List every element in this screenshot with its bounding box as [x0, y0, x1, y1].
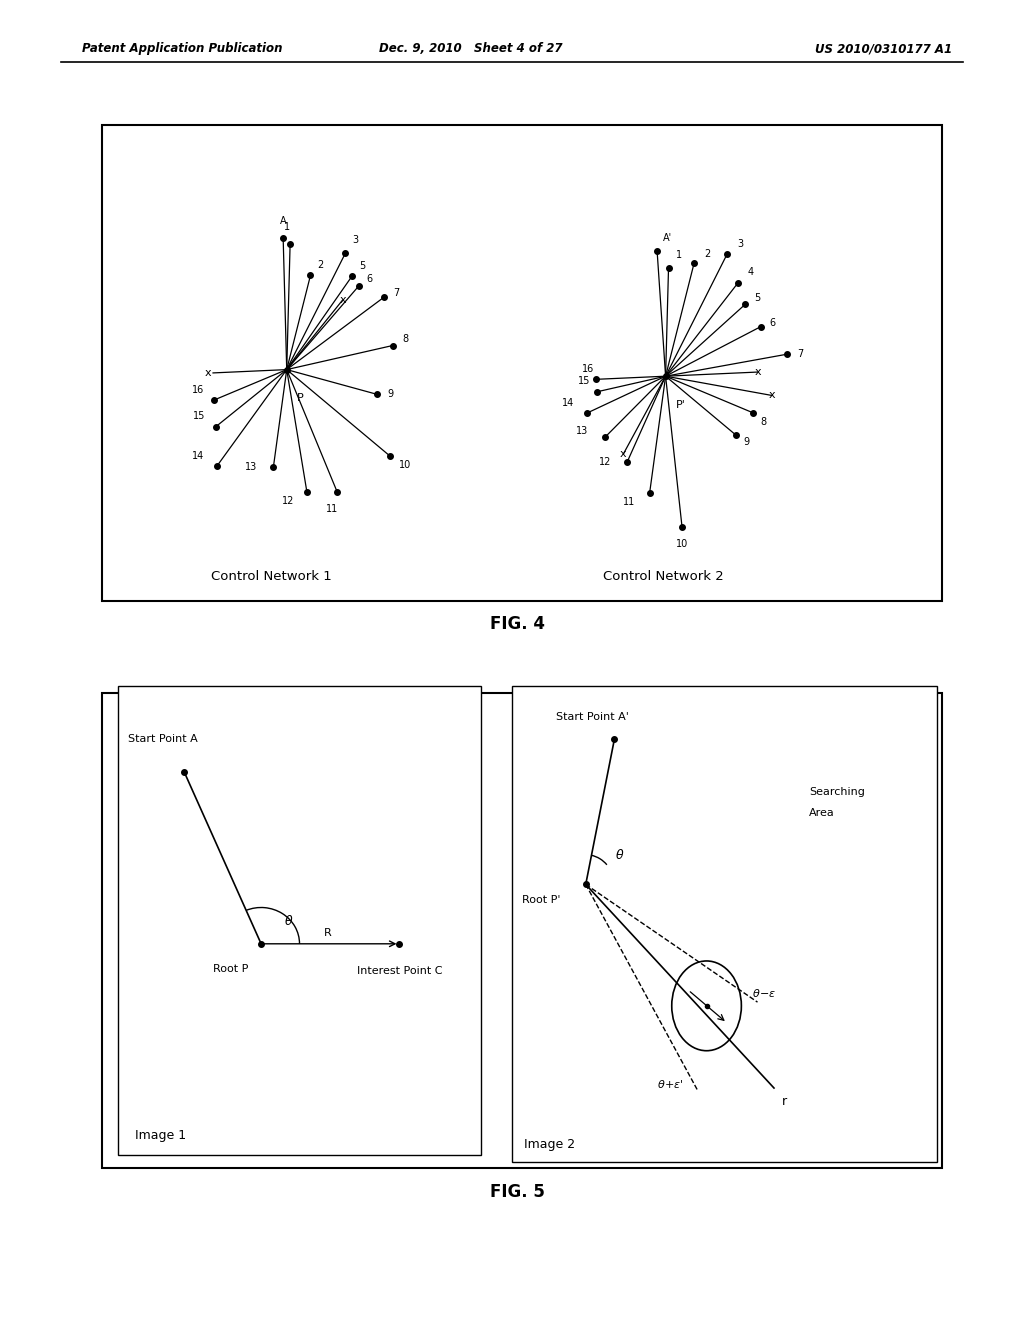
Text: 14: 14 [562, 397, 574, 408]
Text: 11: 11 [326, 504, 338, 513]
Text: $\theta$: $\theta$ [284, 915, 294, 928]
Text: 7: 7 [393, 288, 399, 298]
Text: FIG. 4: FIG. 4 [489, 615, 545, 634]
Text: A': A' [663, 234, 672, 243]
Text: P: P [297, 393, 304, 404]
Text: 16: 16 [582, 364, 594, 374]
Text: $\theta$: $\theta$ [614, 849, 625, 862]
Text: x: x [769, 391, 775, 400]
Text: A: A [280, 215, 287, 226]
Text: 16: 16 [193, 384, 205, 395]
Text: 8: 8 [402, 334, 409, 345]
Text: $\theta\!-\!\varepsilon$: $\theta\!-\!\varepsilon$ [752, 986, 776, 999]
Text: 7: 7 [798, 350, 804, 359]
Text: Image 1: Image 1 [135, 1129, 186, 1142]
Text: x: x [339, 294, 346, 305]
Text: 9: 9 [743, 437, 750, 446]
Text: 12: 12 [598, 457, 611, 467]
Text: 5: 5 [359, 261, 366, 271]
Text: 13: 13 [577, 425, 589, 436]
Text: 2: 2 [705, 249, 711, 259]
Text: Area: Area [809, 808, 835, 818]
Text: Start Point A: Start Point A [128, 734, 198, 744]
Text: 4: 4 [748, 268, 754, 277]
Text: Control Network 1: Control Network 1 [211, 570, 332, 583]
Text: Control Network 2: Control Network 2 [603, 570, 724, 583]
Text: x: x [755, 367, 761, 378]
Text: 14: 14 [193, 450, 205, 461]
Text: 3: 3 [737, 239, 743, 249]
Text: x: x [620, 449, 627, 459]
Text: 8: 8 [761, 417, 767, 428]
Text: 15: 15 [578, 376, 590, 387]
Bar [512, 686, 937, 1162]
Bar [102, 693, 942, 1168]
Text: x: x [205, 368, 211, 378]
Text: 10: 10 [676, 539, 688, 549]
Text: 5: 5 [755, 293, 761, 302]
Text: Root P: Root P [213, 964, 248, 974]
Text: 6: 6 [770, 318, 776, 327]
Text: 11: 11 [623, 498, 635, 507]
Text: 1: 1 [284, 222, 290, 232]
Text: $\theta\!+\!\varepsilon$': $\theta\!+\!\varepsilon$' [657, 1077, 684, 1090]
Text: Dec. 9, 2010   Sheet 4 of 27: Dec. 9, 2010 Sheet 4 of 27 [379, 42, 563, 55]
Text: 1: 1 [676, 249, 682, 260]
Text: 10: 10 [399, 461, 412, 470]
Text: Patent Application Publication: Patent Application Publication [82, 42, 283, 55]
Text: 9: 9 [387, 389, 393, 399]
Text: 13: 13 [245, 462, 257, 473]
Text: 15: 15 [193, 412, 206, 421]
Text: Interest Point C: Interest Point C [356, 966, 442, 977]
Bar [102, 125, 942, 601]
Text: US 2010/0310177 A1: US 2010/0310177 A1 [815, 42, 952, 55]
Text: Root P': Root P' [522, 895, 561, 906]
Text: 3: 3 [352, 235, 358, 246]
Bar [118, 686, 481, 1155]
Text: R: R [324, 928, 332, 939]
Text: Searching: Searching [809, 787, 865, 797]
Text: FIG. 5: FIG. 5 [489, 1183, 545, 1201]
Text: 12: 12 [283, 496, 295, 507]
Text: r: r [781, 1094, 786, 1107]
Text: 6: 6 [367, 275, 373, 284]
Text: 2: 2 [317, 260, 324, 269]
Text: P': P' [676, 400, 686, 411]
Text: Image 2: Image 2 [524, 1138, 575, 1151]
Text: Start Point A': Start Point A' [556, 711, 629, 722]
